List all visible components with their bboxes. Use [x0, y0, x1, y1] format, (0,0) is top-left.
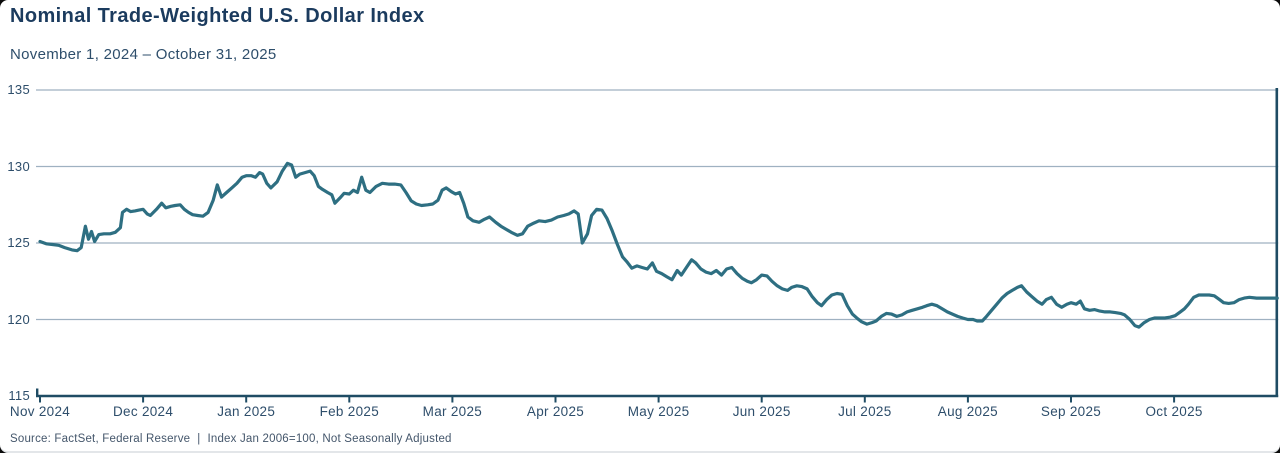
chart-subtitle: November 1, 2024 – October 31, 2025 — [10, 46, 277, 63]
source-text: Source: FactSet, Federal Reserve — [10, 433, 191, 445]
source-note: Source: FactSet, Federal Reserve | Index J… — [10, 433, 452, 445]
source-separator: | — [197, 433, 201, 445]
chart-title: Nominal Trade-Weighted U.S. Dollar Index — [10, 5, 425, 27]
index-series-line — [38, 161, 1279, 329]
index-note-text: Index Jan 2006=100, Not Seasonally Adjus… — [207, 433, 452, 445]
